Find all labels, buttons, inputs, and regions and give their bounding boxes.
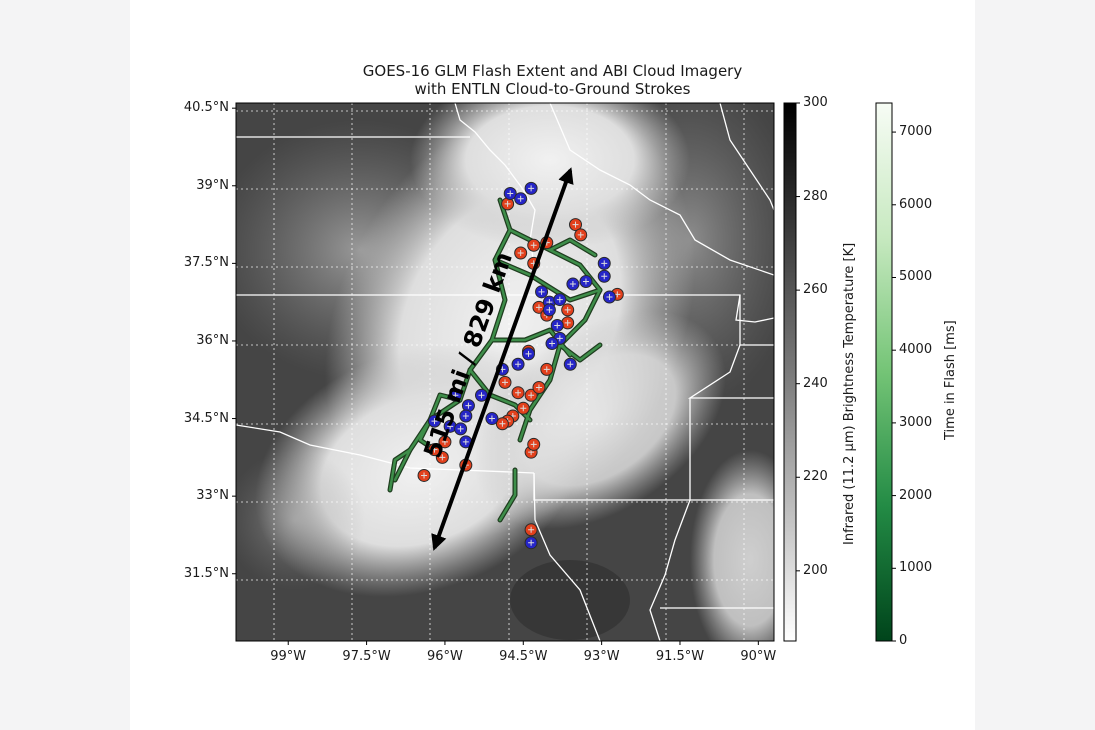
cg-stroke-blue-3 (597, 256, 611, 270)
temp-tick-label: 300 (803, 95, 828, 110)
time-in-flash-axis-label: Time in Flash [ms] (943, 320, 958, 440)
tick-marks (232, 102, 896, 645)
time-tick-label: 6000 (899, 196, 933, 212)
map-frame (235, 102, 775, 642)
temp-tick-label: 200 (803, 562, 828, 578)
cg-stroke-blue-18 (563, 357, 577, 371)
cg-stroke-red-27 (417, 468, 431, 482)
time-in-flash-colorbar (875, 102, 893, 642)
cg-stroke-red-3 (527, 238, 541, 252)
lat-tick-label: 40.5°N (183, 100, 229, 116)
lat-tick-label: 36°N (196, 332, 229, 348)
time-tick-label: 1000 (899, 560, 933, 576)
cg-stroke-red-15 (511, 386, 525, 400)
map-title-line-1: GOES-16 GLM Flash Extent and ABI Cloud I… (362, 62, 743, 80)
cg-stroke-blue-8 (535, 285, 549, 299)
cg-stroke-blue-15 (522, 347, 536, 361)
cg-stroke-blue-28 (524, 536, 538, 550)
lon-tick-label: 96°W (426, 649, 463, 664)
brightness-temp-axis-label: Infrared (11.2 µm) Brightness Temperatur… (842, 242, 857, 545)
lon-tick-label: 90°W (740, 649, 777, 664)
cg-stroke-blue-5 (566, 277, 580, 291)
lon-tick-label: 91.5°W (655, 649, 705, 664)
cg-stroke-blue-4 (579, 274, 593, 288)
figure: GOES-16 GLM Flash Extent and ABI Cloud I… (130, 0, 975, 730)
temp-tick-label: 240 (803, 375, 828, 391)
map-title-line-2: with ENTLN Cloud-to-Ground Strokes (414, 80, 691, 98)
cg-stroke-red-2 (574, 228, 588, 242)
cg-stroke-red-14 (498, 375, 512, 389)
time-tick-label: 4000 (899, 342, 933, 358)
lon-tick-label: 94.5°W (499, 649, 548, 664)
cg-stroke-red-28 (524, 523, 538, 537)
cg-stroke-blue-1 (514, 192, 528, 206)
lat-tick-label: 31.5°N (183, 565, 229, 581)
cg-stroke-blue-21 (474, 388, 488, 402)
time-tick-label: 5000 (899, 269, 933, 285)
lat-tick-label: 33°N (196, 488, 229, 504)
temp-tick-label: 220 (803, 469, 828, 485)
time-tick-label: 2000 (899, 487, 933, 503)
time-tick-label: 7000 (899, 124, 933, 140)
lat-tick-label: 39°N (196, 177, 229, 193)
temp-tick-label: 260 (803, 282, 828, 298)
lon-tick-label: 99°W (270, 649, 307, 664)
cg-stroke-blue-10 (553, 293, 567, 307)
cg-stroke-blue-6 (597, 269, 611, 283)
cg-stroke-red-17 (516, 401, 530, 415)
cg-stroke-red-9 (561, 303, 575, 317)
ir-cloud-imagery (236, 103, 774, 641)
cg-stroke-blue-14 (545, 337, 559, 351)
time-tick-label: 3000 (899, 414, 933, 430)
lon-tick-label: 93°W (583, 649, 620, 664)
cg-stroke-blue-7 (602, 290, 616, 304)
cg-stroke-blue-2 (524, 181, 538, 195)
brightness-temp-colorbar (783, 102, 797, 642)
cg-stroke-blue-11 (542, 303, 556, 317)
lat-tick-label: 37.5°N (183, 255, 229, 271)
cg-stroke-blue-12 (550, 318, 564, 332)
cg-stroke-blue-16 (511, 357, 525, 371)
cg-stroke-red-29 (532, 381, 546, 395)
time-tick-label: 0 (899, 633, 908, 648)
cg-stroke-blue-26 (485, 412, 499, 426)
map-figure-canvas: 515 mi / 829 km (232, 102, 896, 645)
lat-tick-label: 34.5°N (183, 410, 229, 426)
temp-tick-label: 280 (803, 188, 828, 204)
lon-tick-label: 97.5°W (342, 649, 391, 664)
cg-stroke-red-13 (540, 362, 554, 376)
cg-stroke-red-23 (527, 437, 541, 451)
